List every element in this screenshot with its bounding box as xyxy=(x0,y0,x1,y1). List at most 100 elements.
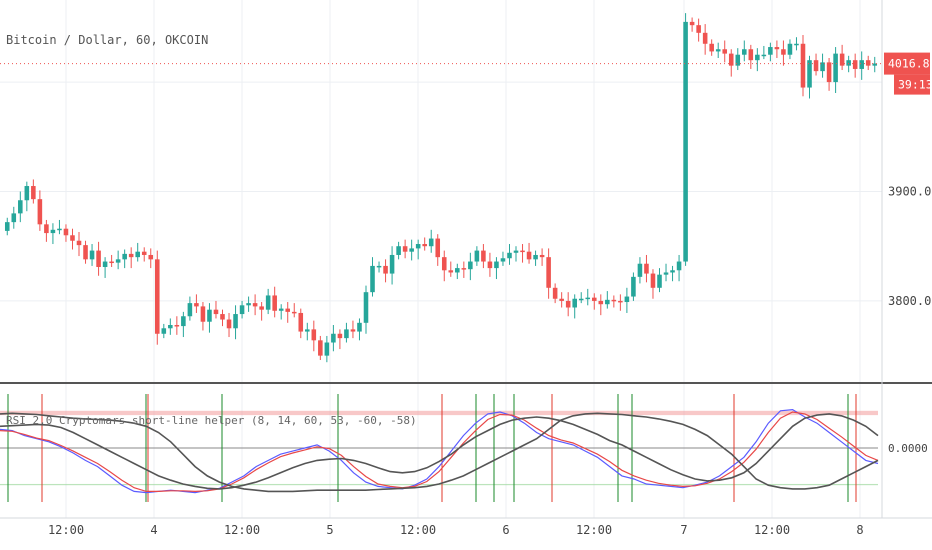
candle-body xyxy=(872,63,878,66)
price-badge-box xyxy=(884,52,930,75)
candle-body xyxy=(683,21,688,262)
indicator-title[interactable]: RSI 2.0 Cryptomars short-line helper (8,… xyxy=(6,414,417,427)
candle-body xyxy=(24,186,30,201)
indicator-pane: 0.0000 xyxy=(0,394,928,502)
candle-body xyxy=(402,246,408,252)
candle-body xyxy=(135,251,140,258)
candle-body xyxy=(618,300,623,303)
time-tick-label: 8 xyxy=(856,523,863,537)
candle-body xyxy=(637,263,643,277)
candle-body xyxy=(539,254,545,258)
candle-body xyxy=(500,258,506,262)
candle-body xyxy=(435,238,441,258)
candle-body xyxy=(820,62,825,72)
candle-body xyxy=(337,333,343,339)
candle-body xyxy=(781,49,786,55)
candle-body xyxy=(318,340,323,356)
candle-body xyxy=(370,265,375,293)
indicator-series-line xyxy=(0,411,879,493)
candle-body xyxy=(109,261,114,264)
candle-body xyxy=(859,60,864,69)
candle-body xyxy=(852,60,858,69)
time-tick-label: 12:00 xyxy=(48,523,84,537)
candle-body xyxy=(239,305,245,315)
candle-body xyxy=(807,60,812,88)
symbol-title[interactable]: Bitcoin / Dollar, 60, OKCOIN xyxy=(6,33,209,47)
candle-body xyxy=(865,60,871,66)
candle-body xyxy=(448,270,454,273)
candle-body xyxy=(311,329,317,341)
candle-body xyxy=(487,261,493,269)
candle-body xyxy=(513,250,519,253)
candle-body xyxy=(591,297,597,301)
candle-body xyxy=(415,244,421,249)
candle-body xyxy=(742,49,747,55)
candle-body xyxy=(187,303,193,317)
candle-body xyxy=(285,308,291,312)
indicator-series-line xyxy=(0,412,879,493)
candle-body xyxy=(657,274,662,288)
candle-body xyxy=(696,25,701,33)
candle-body xyxy=(546,257,551,288)
candle-body xyxy=(494,261,499,269)
candle-body xyxy=(833,53,838,83)
candle-body xyxy=(722,49,728,54)
time-tick-label: 6 xyxy=(502,523,509,537)
countdown-value: 39:13 xyxy=(898,78,932,92)
candle-body xyxy=(794,43,799,46)
candle-body xyxy=(181,316,186,327)
candle-body xyxy=(252,303,258,307)
candle-body xyxy=(481,250,486,262)
candle-body xyxy=(37,199,43,225)
time-tick-label: 12:00 xyxy=(224,523,260,537)
candle-body xyxy=(161,328,167,334)
candle-body xyxy=(468,261,473,270)
candle-body xyxy=(44,224,49,234)
candle-body xyxy=(846,60,851,66)
candle-body xyxy=(611,299,617,302)
candle-body xyxy=(50,229,56,234)
candle-body xyxy=(650,273,656,288)
time-tick-label: 12:00 xyxy=(576,523,612,537)
candle-body xyxy=(396,246,401,255)
candle-body xyxy=(455,268,460,273)
candle-body xyxy=(233,314,238,329)
candle-body xyxy=(128,253,134,258)
candle-body xyxy=(689,21,695,26)
candle-body xyxy=(115,259,121,263)
time-tick-label: 7 xyxy=(680,523,687,537)
candle-body xyxy=(122,253,127,260)
price-badge: 4016.88 39:13 xyxy=(0,52,932,95)
candle-body xyxy=(572,298,577,308)
candle-body xyxy=(422,244,427,247)
candle-body xyxy=(709,43,714,52)
candle-body xyxy=(11,213,17,223)
time-tick-label: 5 xyxy=(326,523,333,537)
price-badge-value: 4016.88 xyxy=(888,57,932,71)
candle-body xyxy=(839,53,845,66)
candle-body xyxy=(702,32,708,44)
candle-body xyxy=(735,54,741,66)
candle-body xyxy=(774,47,780,50)
candle-body xyxy=(96,250,101,268)
candle-body xyxy=(70,235,75,241)
candle-body xyxy=(676,261,682,271)
candle-body xyxy=(787,43,793,55)
candle-body xyxy=(259,306,264,310)
candle-body xyxy=(624,296,630,303)
candle-body xyxy=(376,265,382,268)
candle-body xyxy=(278,308,284,311)
countdown-box xyxy=(894,74,930,95)
candle-body xyxy=(357,322,362,332)
candle-body xyxy=(148,254,154,260)
candle-body xyxy=(520,250,525,253)
candle-body xyxy=(761,54,767,57)
candle-body xyxy=(63,228,69,236)
candle-body xyxy=(441,257,447,271)
time-tick-label: 12:00 xyxy=(754,523,790,537)
candle-body xyxy=(526,251,532,260)
candle-body xyxy=(174,325,180,327)
candle-body xyxy=(755,54,760,61)
candle-body xyxy=(305,329,310,332)
